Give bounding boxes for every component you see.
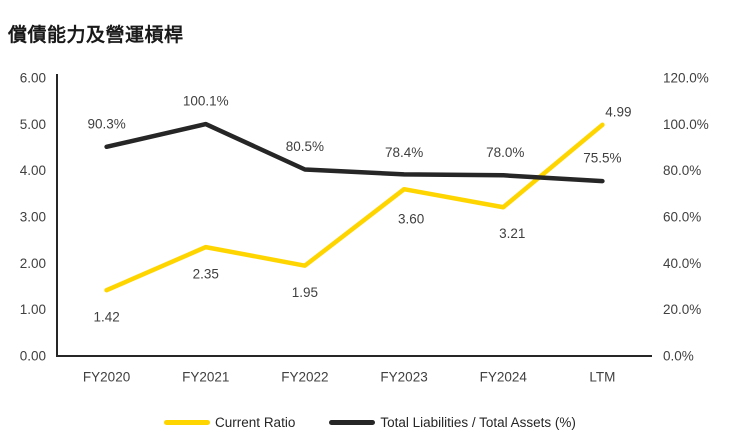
left-axis-tick-label: 4.00 (20, 163, 46, 178)
current-ratio-line-swatch (164, 420, 211, 425)
left-axis-tick-label: 6.00 (20, 71, 46, 86)
x-axis-category-label: FY2020 (83, 370, 130, 385)
x-axis-category-label: FY2021 (182, 370, 229, 385)
series-line-current-ratio (104, 122, 605, 293)
right-axis-tick-label: 80.0% (663, 163, 701, 178)
data-label-total-liabilities: 75.5% (583, 151, 621, 166)
left-axis-tick-label: 1.00 (20, 302, 46, 317)
total-liabilities-line-swatch (329, 420, 376, 425)
x-axis-category-label: LTM (589, 370, 615, 385)
axis-frame (56, 74, 652, 357)
left-axis-tick-label: 3.00 (20, 210, 46, 225)
left-axis-tick-label: 0.00 (20, 349, 46, 364)
data-label-total-liabilities: 90.3% (87, 116, 125, 131)
legend-item-total-liabilities: Total Liabilities / Total Assets (%) (329, 415, 576, 430)
data-label-current-ratio: 3.60 (398, 212, 424, 227)
chart-legend: Current Ratio Total Liabilities / Total … (0, 415, 740, 430)
data-label-total-liabilities: 80.5% (286, 139, 324, 154)
series-line-total-liabilities (104, 121, 605, 184)
right-axis-tick-label: 0.0% (663, 349, 694, 364)
x-axis-category-label: FY2023 (380, 370, 427, 385)
right-axis-tick-label: 60.0% (663, 210, 701, 225)
right-axis-tick-label: 40.0% (663, 256, 701, 271)
left-axis-tick-label: 2.00 (20, 256, 46, 271)
data-label-current-ratio: 1.42 (93, 310, 119, 325)
legend-item-current-ratio: Current Ratio (164, 415, 295, 430)
data-label-total-liabilities: 100.1% (183, 94, 229, 109)
x-axis-category-label: FY2024 (480, 370, 528, 385)
chart-title: 償債能力及營運槓桿 (8, 25, 184, 46)
data-label-current-ratio: 4.99 (605, 104, 631, 119)
data-label-total-liabilities: 78.0% (486, 145, 524, 160)
legend-label-total-liabilities: Total Liabilities / Total Assets (%) (380, 415, 576, 430)
right-axis-tick-label: 120.0% (663, 71, 709, 86)
data-label-current-ratio: 2.35 (193, 267, 219, 282)
left-axis-tick-label: 5.00 (20, 117, 46, 132)
data-label-current-ratio: 3.21 (499, 226, 525, 241)
right-axis-tick-label: 100.0% (663, 117, 709, 132)
x-axis-category-label: FY2022 (281, 370, 328, 385)
legend-label-current-ratio: Current Ratio (215, 415, 296, 430)
right-axis-tick-label: 20.0% (663, 302, 701, 317)
data-label-total-liabilities: 78.4% (385, 145, 423, 160)
data-label-current-ratio: 1.95 (292, 285, 318, 300)
